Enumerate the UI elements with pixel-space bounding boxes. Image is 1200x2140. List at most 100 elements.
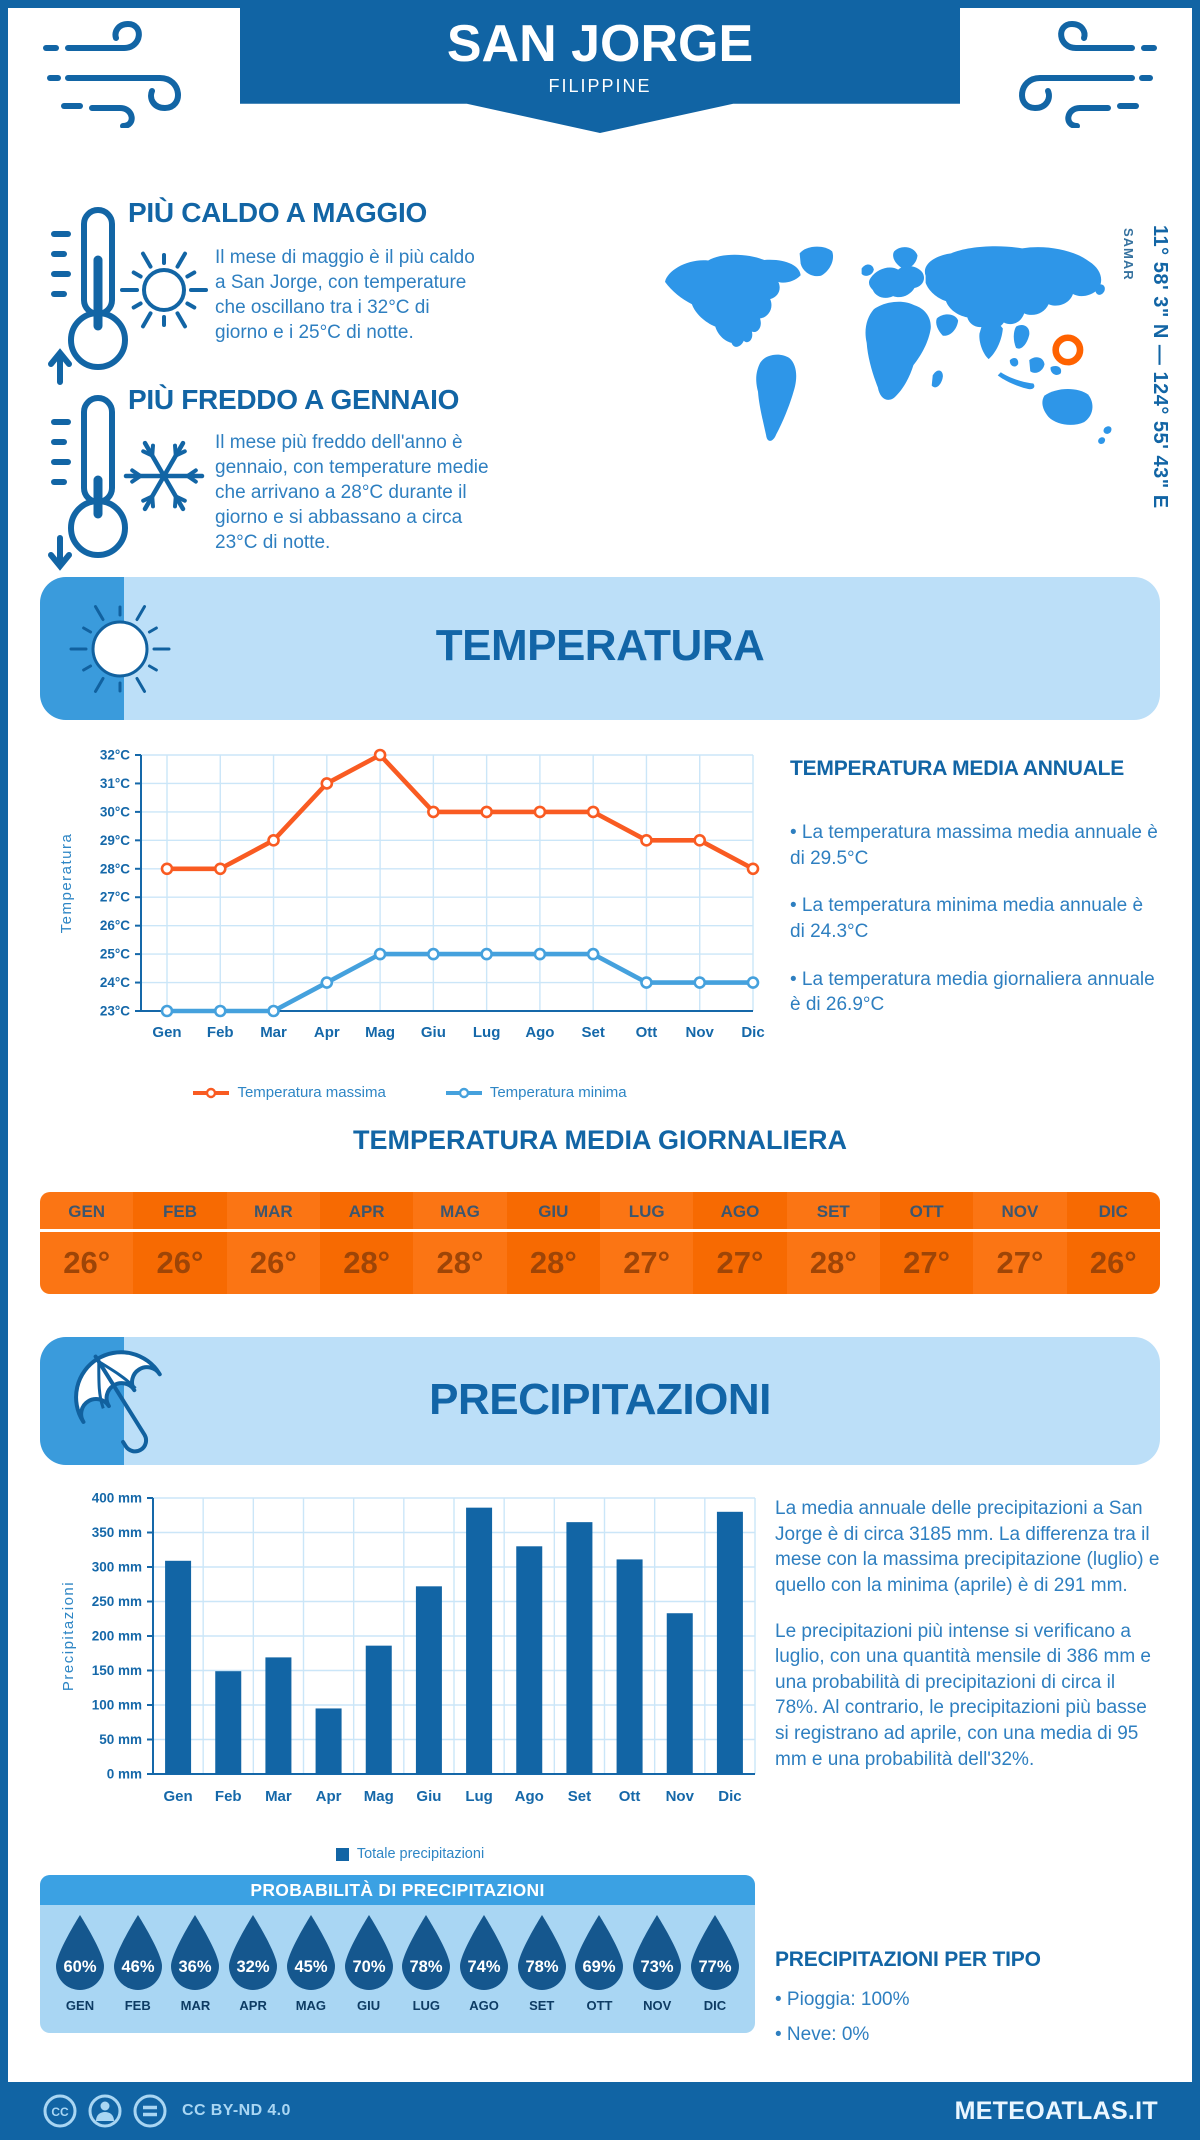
svg-text:Ago: Ago xyxy=(515,1788,544,1805)
annual-bullet: • La temperatura media giornaliera annua… xyxy=(790,968,1155,1016)
svg-text:Giu: Giu xyxy=(421,1024,446,1041)
water-drop-icon: 32% xyxy=(229,1915,278,1990)
annual-bullet: • La temperatura minima media annuale è … xyxy=(790,895,1144,942)
annual-bullet: • La temperatura massima media annuale è… xyxy=(790,822,1158,869)
svg-text:Nov: Nov xyxy=(666,1788,695,1805)
bar-Mar xyxy=(265,1657,292,1774)
svg-text:73%: 73% xyxy=(641,1958,674,1976)
rain-drop: 70% GIU xyxy=(343,1913,395,2013)
svg-text:78%: 78% xyxy=(410,1958,443,1976)
cold-text: Il mese più freddo dell'anno è gennaio, … xyxy=(215,432,489,554)
svg-text:Mag: Mag xyxy=(365,1024,395,1041)
svg-text:70%: 70% xyxy=(352,1958,385,1976)
temperature-chart-legend: Temperatura massima Temperatura minima xyxy=(55,1084,765,1101)
svg-text:Mar: Mar xyxy=(260,1024,287,1041)
svg-text:350 mm: 350 mm xyxy=(92,1525,142,1540)
svg-text:69%: 69% xyxy=(583,1958,616,1976)
svg-text:Set: Set xyxy=(568,1788,591,1805)
sun-icon xyxy=(69,605,171,693)
svg-text:Lug: Lug xyxy=(473,1024,501,1041)
daily-temperature-value: 27° xyxy=(716,1245,764,1280)
svg-text:Feb: Feb xyxy=(215,1788,242,1805)
legend-item: Temperatura massima xyxy=(193,1084,386,1101)
month-label: APR xyxy=(319,1192,414,1232)
warm-text: Il mese di maggio è il più caldo a San J… xyxy=(215,247,475,344)
month-label: NOV xyxy=(973,1192,1067,1232)
daily-temperature-value: 27° xyxy=(623,1245,671,1280)
svg-text:Temperatura: Temperatura xyxy=(58,833,75,934)
precipitation-section-title: PRECIPITAZIONI xyxy=(429,1375,771,1424)
svg-text:Dic: Dic xyxy=(741,1024,764,1041)
water-drop-icon: 46% xyxy=(113,1915,162,1990)
table-column: MAR 26° xyxy=(226,1192,320,1294)
precipitation-probability-title: PROBABILITÀ DI PRECIPITAZIONI xyxy=(40,1875,755,1905)
svg-text:100 mm: 100 mm xyxy=(92,1698,142,1713)
rain-drop: 45% MAG xyxy=(285,1913,337,2013)
svg-text:23°C: 23°C xyxy=(100,1004,130,1019)
water-drop-icon: 77% xyxy=(690,1915,739,1990)
bar-Ago xyxy=(516,1546,543,1774)
month-label: DIC xyxy=(703,1998,727,2013)
svg-text:36%: 36% xyxy=(179,1958,212,1976)
svg-text:Mar: Mar xyxy=(265,1788,292,1805)
month-label: GEN xyxy=(40,1192,134,1232)
daily-temperature-value: 26° xyxy=(1089,1245,1137,1280)
bar-Feb xyxy=(215,1671,242,1774)
legend-item: Temperatura minima xyxy=(445,1084,627,1101)
coordinates-label: 11° 58' 3" N — 124° 55' 43" E xyxy=(1149,225,1171,509)
rain-drop: 46% FEB xyxy=(112,1913,164,2013)
svg-text:400 mm: 400 mm xyxy=(92,1491,142,1506)
table-column: MAG 28° xyxy=(413,1192,507,1294)
svg-text:Nov: Nov xyxy=(686,1024,715,1041)
svg-text:32%: 32% xyxy=(237,1958,270,1976)
svg-text:Precipitazioni: Precipitazioni xyxy=(60,1581,77,1691)
rain-drop: 73% NOV xyxy=(631,1913,683,2013)
svg-text:74%: 74% xyxy=(468,1958,501,1976)
svg-text:Apr: Apr xyxy=(316,1788,342,1805)
page-subtitle: FILIPPINE xyxy=(548,76,652,96)
svg-text:Ago: Ago xyxy=(525,1024,554,1041)
daily-temperature-value: 28° xyxy=(809,1245,857,1280)
svg-text:CC: CC xyxy=(51,2105,69,2119)
precipitation-paragraph: Le precipitazioni più intense si verific… xyxy=(775,1620,1152,1770)
cc-icon: CC xyxy=(43,2094,77,2128)
region-label: SAMAR xyxy=(1121,228,1136,281)
table-column: OTT 27° xyxy=(879,1192,974,1294)
svg-text:45%: 45% xyxy=(294,1958,327,1976)
water-drop-icon: 73% xyxy=(633,1915,682,1990)
precipitation-type-title: PRECIPITAZIONI PER TIPO xyxy=(775,1948,1041,1971)
annual-temperature-title: TEMPERATURA MEDIA ANNUALE xyxy=(790,757,1125,780)
svg-text:50 mm: 50 mm xyxy=(99,1732,142,1747)
water-drop-icon: 74% xyxy=(460,1915,509,1990)
precipitation-chart-legend: Totale precipitazioni xyxy=(55,1846,765,1862)
rain-drop: 77% DIC xyxy=(689,1913,741,2013)
daily-temperature-value: 27° xyxy=(903,1245,951,1280)
temperature-line-chart: 23°C 24°C 25°C 26°C 27°C 28°C 29°C 30°C 31°C 32°C… xyxy=(58,748,765,1042)
bar-Nov xyxy=(666,1613,693,1774)
table-column: GIU 28° xyxy=(506,1192,600,1294)
month-label: AGO xyxy=(693,1192,787,1232)
svg-text:78%: 78% xyxy=(525,1958,558,1976)
svg-text:Ott: Ott xyxy=(636,1024,658,1041)
precipitation-probability-box: PROBABILITÀ DI PRECIPITAZIONI 60% GEN 46% F… xyxy=(40,1875,755,2033)
month-label: LUG xyxy=(599,1192,694,1232)
daily-temperature-title: TEMPERATURA MEDIA GIORNALIERA xyxy=(353,1125,847,1155)
month-label: FEB xyxy=(124,1998,151,2013)
rain-drop: 60% GEN xyxy=(54,1913,106,2013)
table-column: APR 28° xyxy=(319,1192,414,1294)
svg-text:32°C: 32°C xyxy=(100,748,130,763)
month-label: LUG xyxy=(412,1998,441,2013)
month-label: OTT xyxy=(586,1998,613,2013)
bar-Giu xyxy=(415,1586,442,1774)
svg-text:30°C: 30°C xyxy=(100,804,130,819)
bar-Lug xyxy=(466,1507,493,1774)
svg-text:Ott: Ott xyxy=(619,1788,641,1805)
svg-text:29°C: 29°C xyxy=(100,833,130,848)
warm-title: PIÙ CALDO A MAGGIO xyxy=(128,197,427,228)
rain-drop: 69% OTT xyxy=(573,1913,625,2013)
svg-text:Lug: Lug xyxy=(465,1788,493,1805)
month-label: GIU xyxy=(357,1998,381,2013)
daily-temperature-value: 26° xyxy=(63,1245,111,1280)
sun-icon xyxy=(120,251,208,329)
